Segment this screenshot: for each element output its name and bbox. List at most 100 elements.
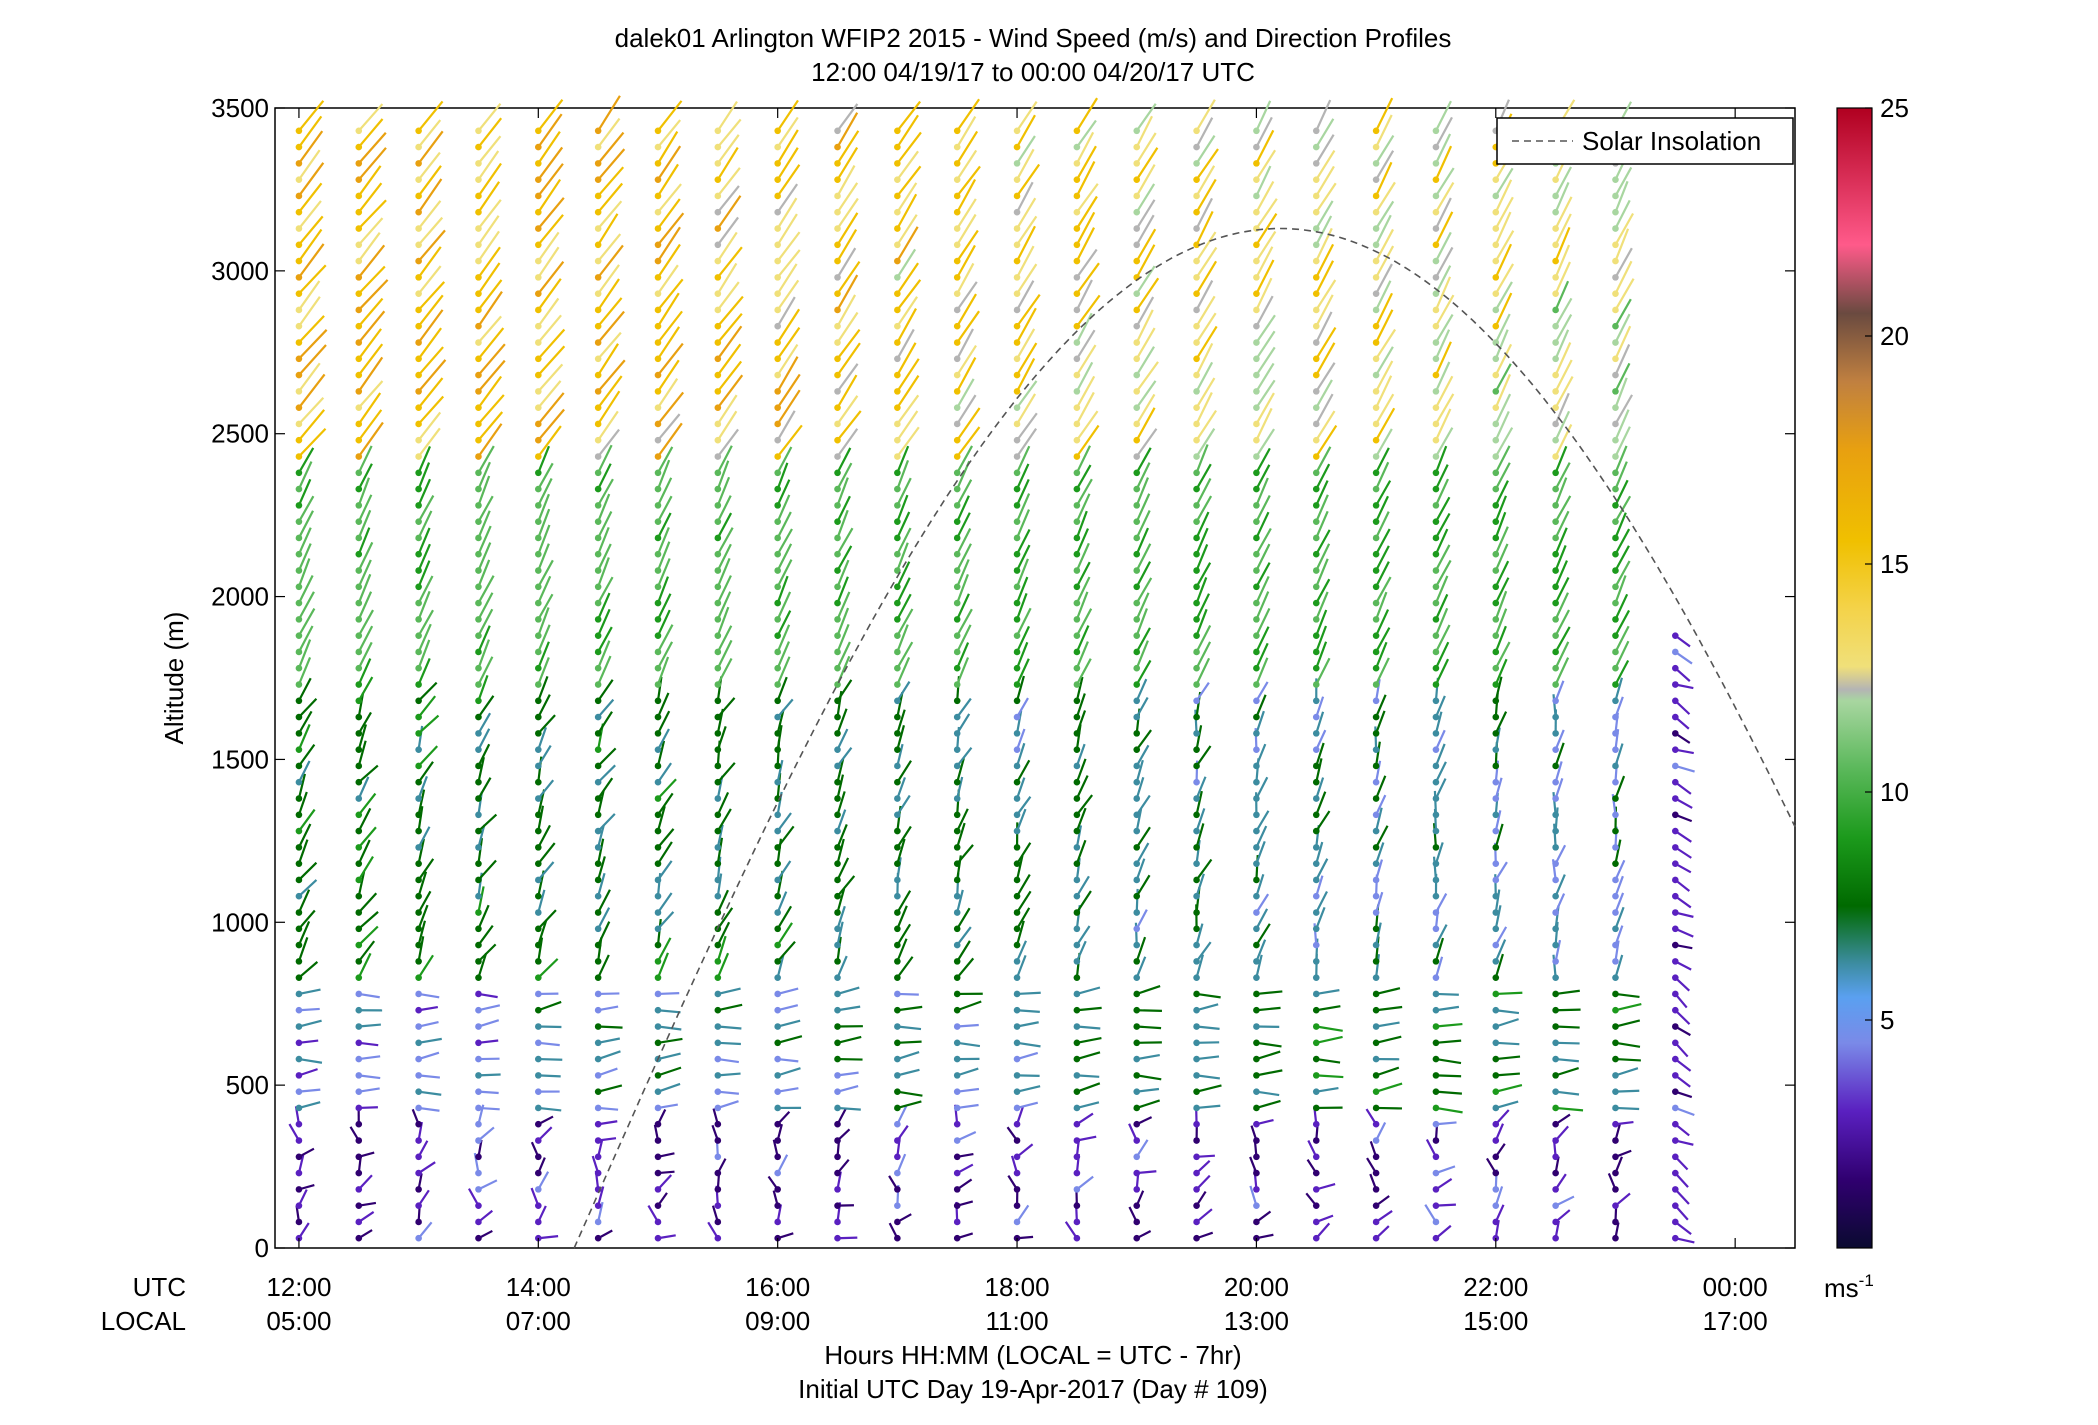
wind-barb: [298, 396, 325, 425]
wind-barb-point: [535, 1202, 542, 1209]
wind-barb: [298, 182, 323, 213]
wind-barb-point: [1013, 567, 1021, 574]
wind-barb-point: [1672, 713, 1679, 721]
wind-barb-point: [295, 550, 303, 558]
wind-barb: [1614, 344, 1631, 376]
wind-barb: [1555, 1008, 1581, 1012]
wind-barb-point: [1133, 958, 1141, 965]
wind-barb-point: [1372, 1120, 1380, 1128]
wind-barb-point: [1432, 730, 1440, 737]
wind-barb-point: [894, 795, 901, 802]
wind-barb: [656, 656, 670, 685]
wind-barb-point: [834, 534, 841, 542]
wind-barb: [1255, 681, 1269, 702]
wind-barb-point: [295, 388, 303, 395]
wind-barb-point: [834, 795, 841, 802]
wind-barb: [1615, 1057, 1641, 1062]
wind-barb-point: [894, 1120, 901, 1128]
wind-barb-point: [1612, 1234, 1619, 1242]
wind-barb-point: [714, 290, 722, 297]
wind-barb-point: [1492, 1153, 1500, 1161]
wind-barb: [1255, 230, 1277, 262]
wind-barb: [1075, 391, 1095, 425]
wind-barb: [776, 326, 801, 360]
wind-barb-point: [415, 746, 422, 753]
y-tick-label: 3000: [211, 256, 269, 286]
wind-barb: [537, 958, 559, 979]
wind-barb-point: [535, 958, 542, 965]
wind-barb-point: [1253, 795, 1260, 802]
wind-barb-point: [475, 469, 482, 477]
wind-barb-point: [1193, 778, 1200, 786]
wind-barb-point: [295, 941, 303, 949]
wind-barb: [1075, 807, 1087, 832]
wind-barb: [1375, 825, 1389, 848]
wind-barb: [776, 424, 803, 458]
wind-barb-point: [1312, 632, 1320, 639]
wind-barb-point: [1133, 892, 1141, 900]
wind-barb: [1554, 213, 1572, 246]
wind-barb: [836, 747, 853, 767]
wind-barb-point: [894, 1137, 901, 1144]
wind-barb-point: [774, 534, 781, 542]
wind-barb: [1614, 609, 1631, 637]
wind-barb: [956, 479, 973, 506]
wind-barb-point: [714, 958, 722, 965]
wind-barb: [776, 494, 791, 523]
wind-barb-point: [1253, 485, 1260, 493]
wind-barb-point: [894, 208, 901, 216]
wind-barb-point: [1133, 160, 1141, 167]
wind-barb: [657, 378, 679, 409]
wind-barb-point: [774, 974, 781, 981]
wind-barb: [537, 113, 563, 148]
wind-barb: [597, 428, 620, 458]
wind-barb-point: [1432, 339, 1440, 346]
wind-barb: [1016, 777, 1026, 799]
wind-barb-point: [1253, 322, 1260, 330]
wind-barb: [1375, 807, 1383, 832]
wind-barb-point: [535, 1088, 542, 1095]
wind-barb: [896, 426, 920, 458]
wind-barb-point: [295, 664, 303, 672]
wind-barb-point: [1073, 485, 1081, 493]
wind-barb-point: [535, 746, 542, 753]
wind-barb-point: [475, 1137, 482, 1144]
wind-barb-point: [1492, 599, 1500, 607]
wind-barb-point: [1133, 1218, 1141, 1226]
wind-barb: [537, 919, 548, 946]
wind-barb: [1195, 478, 1212, 506]
wind-barb: [1075, 576, 1091, 604]
wind-barb-point: [475, 1186, 482, 1193]
wind-barb-point: [535, 974, 542, 981]
wind-barb-point: [295, 1153, 303, 1161]
wind-barb-point: [1073, 958, 1081, 965]
wind-barb: [417, 838, 425, 864]
wind-barb: [896, 938, 908, 962]
wind-barb-point: [355, 1186, 363, 1193]
wind-barb: [1255, 576, 1270, 604]
wind-barb-point: [894, 909, 901, 916]
wind-barb: [1614, 426, 1631, 457]
wind-barb: [956, 907, 971, 930]
wind-barb-point: [1193, 648, 1200, 656]
wind-barb: [297, 791, 308, 816]
wind-barb-point: [295, 290, 303, 297]
wind-barb-point: [1552, 192, 1559, 200]
wind-barb: [1375, 161, 1393, 197]
wind-barb: [896, 131, 922, 165]
wind-barb-point: [834, 778, 841, 786]
wind-barb-point: [1612, 322, 1619, 330]
wind-barb: [1255, 494, 1271, 523]
wind-barb-point: [1312, 453, 1320, 460]
wind-barb-point: [415, 339, 422, 346]
wind-barb-point: [1312, 762, 1320, 770]
wind-barb: [477, 117, 503, 148]
wind-barb-point: [1432, 844, 1440, 851]
wind-barb: [477, 559, 491, 588]
wind-barb: [298, 409, 326, 441]
wind-barb: [656, 740, 666, 767]
wind-barb-point: [1312, 925, 1320, 933]
wind-barb-point: [295, 713, 303, 721]
wind-barb-point: [1253, 143, 1260, 151]
wind-barb-point: [654, 1137, 662, 1144]
